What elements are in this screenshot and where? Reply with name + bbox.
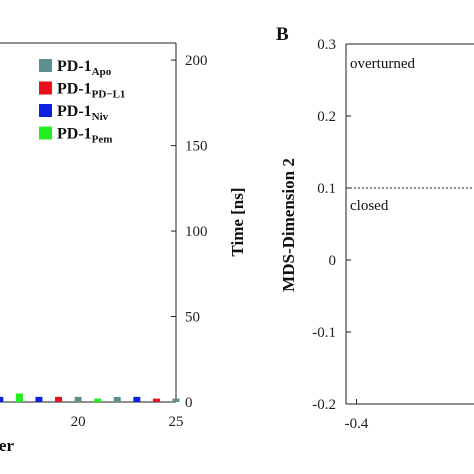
y-tick-label: 0.2 xyxy=(317,109,336,125)
legend-swatch xyxy=(39,81,52,95)
y-tick-label: -0.1 xyxy=(312,325,336,341)
legend-entry: PD-1PD−L1 xyxy=(57,81,125,101)
y-tick-label: 0 xyxy=(185,395,193,411)
bar xyxy=(15,393,23,402)
legend-subscript: PD−L1 xyxy=(92,89,126,101)
legend-entry: PD-1Niv xyxy=(57,103,109,123)
bar xyxy=(133,396,141,402)
legend-name: PD-1 xyxy=(57,103,92,120)
legend-swatch xyxy=(39,104,52,117)
y-tick-label: 0.1 xyxy=(317,181,336,197)
y-tick-label: 0.3 xyxy=(317,37,336,53)
y-tick-label: 0 xyxy=(329,253,337,269)
x-tick-label: 20 xyxy=(71,414,86,430)
y-tick-label: 50 xyxy=(185,310,200,326)
legend-name: PD-1 xyxy=(57,126,92,143)
bar xyxy=(74,396,82,402)
x-tick-label: 25 xyxy=(169,414,184,430)
y-tick-label: 150 xyxy=(185,139,208,155)
bar xyxy=(35,396,43,402)
bar xyxy=(172,398,180,402)
legend-entry: PD-1Pem xyxy=(57,126,112,146)
y-axis-label: Time [ns] xyxy=(228,187,247,256)
bar xyxy=(0,396,4,402)
y-axis-label: MDS-Dimension 2 xyxy=(279,158,298,292)
panel-a-bar-chart: 05010015020052025erTime [ns]PD-1ApoPD-1P… xyxy=(0,42,247,455)
legend-swatch xyxy=(39,59,52,72)
x-axis-label: er xyxy=(0,436,14,455)
legend-subscript: Pem xyxy=(92,134,113,146)
legend-subscript: Niv xyxy=(92,111,109,123)
bar xyxy=(94,398,102,402)
y-tick-label: 100 xyxy=(185,224,208,240)
x-tick-label: -0.4 xyxy=(345,416,369,432)
region-label-closed: closed xyxy=(350,198,389,214)
y-tick-label: -0.2 xyxy=(312,397,336,413)
panel-b-mds-scatter: B0.30.20.10-0.1-0.2-0.4-0.2MDS-Dimension… xyxy=(276,24,474,432)
legend-swatch xyxy=(39,126,52,140)
bar xyxy=(55,396,63,402)
bar xyxy=(152,398,160,402)
panel-label: B xyxy=(276,24,289,45)
y-tick-label: 200 xyxy=(185,53,208,69)
region-label-overturned: overturned xyxy=(350,56,415,72)
legend-entry: PD-1Apo xyxy=(57,58,112,78)
legend-name: PD-1 xyxy=(57,81,92,98)
legend-subscript: Apo xyxy=(92,66,112,78)
legend-name: PD-1 xyxy=(57,58,92,75)
bar xyxy=(113,396,121,402)
